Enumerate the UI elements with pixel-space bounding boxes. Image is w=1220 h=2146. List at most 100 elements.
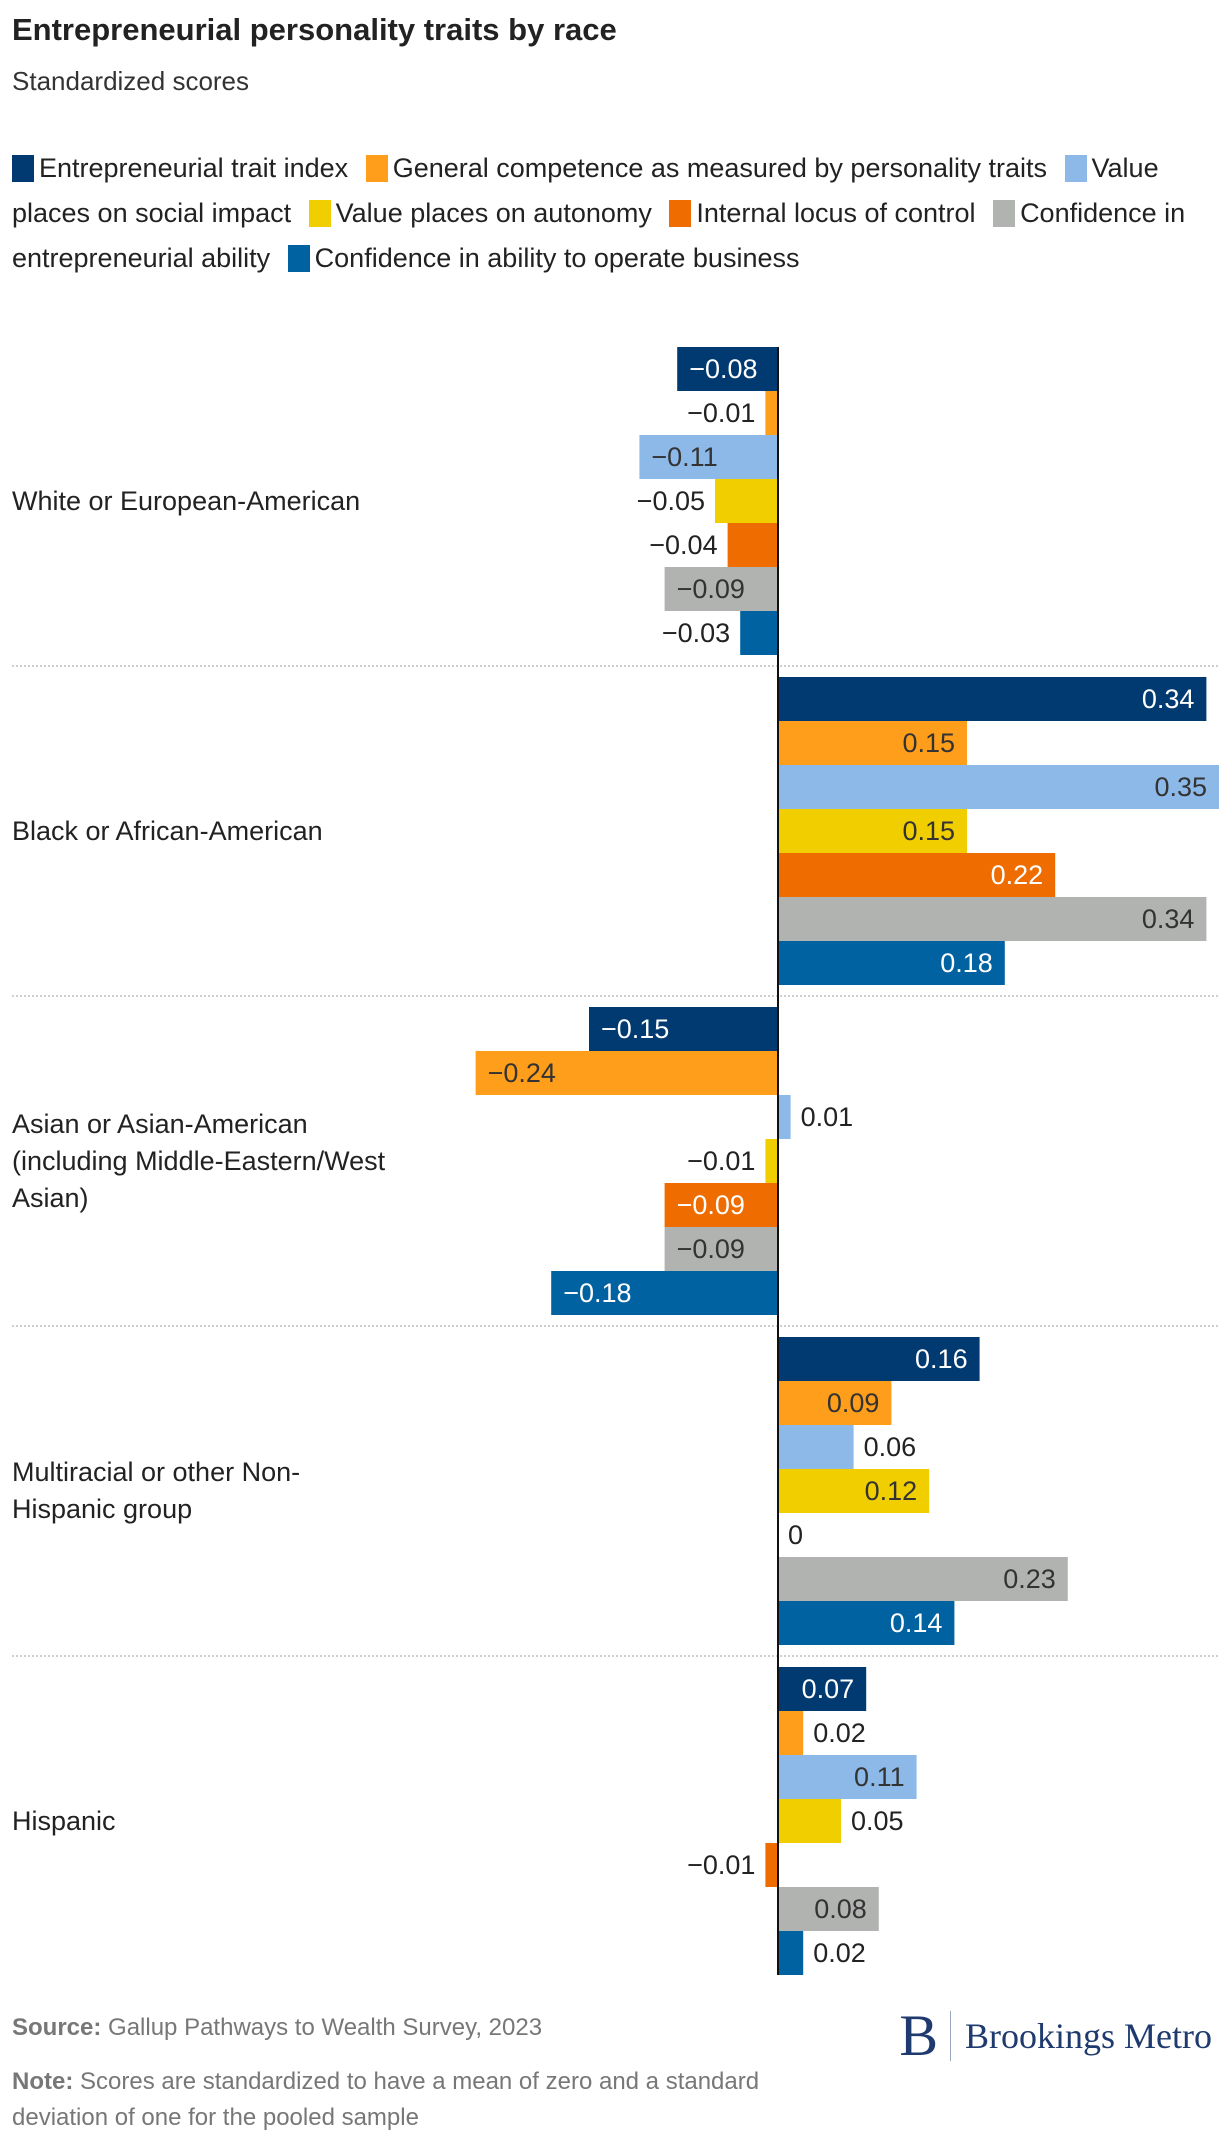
data-label: −0.09 [677, 1190, 745, 1220]
data-label: 0.07 [802, 1674, 855, 1704]
bar [765, 391, 778, 435]
bar [778, 1711, 804, 1755]
data-label: −0.08 [689, 354, 757, 384]
legend-swatch [287, 245, 310, 272]
data-label: −0.09 [677, 1234, 745, 1264]
data-label: 0 [788, 1520, 803, 1550]
legend-item: Confidence in ability to operate busines… [287, 243, 800, 273]
group-label-line: Asian) [12, 1182, 89, 1213]
note-label: Note: [12, 2068, 74, 2095]
data-label: 0.09 [827, 1388, 880, 1418]
bar [778, 1931, 804, 1975]
logo-letter: B [899, 2003, 938, 2068]
bar [778, 677, 1207, 721]
logo-name: Brookings Metro [965, 2016, 1212, 2056]
legend-swatch [365, 155, 388, 182]
legend-item: Value places on social impact [12, 153, 1159, 228]
data-label: −0.03 [662, 618, 730, 648]
group-label: Black or African-American [12, 813, 323, 850]
source-label: Source: [12, 2014, 102, 2041]
group-label-line: White or European-American [12, 485, 361, 516]
group-label: White or European-American [12, 483, 360, 520]
data-label: 0.02 [813, 1718, 866, 1748]
data-label: −0.04 [649, 530, 717, 560]
data-label: 0.16 [915, 1344, 968, 1374]
bar [639, 435, 778, 479]
legend-label: Entrepreneurial trait index [39, 153, 349, 183]
data-label: −0.18 [563, 1278, 631, 1308]
bar [778, 1601, 955, 1645]
bar [778, 897, 1207, 941]
legend-item: Entrepreneurial trait index [12, 153, 348, 183]
bar [475, 1051, 778, 1095]
bar [551, 1271, 778, 1315]
legend-item: Confidence in entrepreneurial ability [12, 198, 1185, 273]
source-text: Gallup Pathways to Wealth Survey, 2023 [108, 2014, 543, 2041]
data-label: 0.06 [864, 1432, 917, 1462]
bar [778, 1755, 917, 1799]
legend: Entrepreneurial trait index General comp… [12, 146, 1207, 281]
legend-label: Confidence in ability to operate busines… [314, 243, 800, 273]
data-label: 0.15 [902, 816, 955, 846]
data-label: −0.01 [687, 398, 755, 428]
bar [778, 1557, 1068, 1601]
group-label: Hispanic [12, 1803, 116, 1840]
bar [765, 1843, 778, 1887]
data-label: 0.12 [865, 1476, 918, 1506]
data-label: 0.14 [890, 1608, 943, 1638]
bar [778, 1095, 791, 1139]
bar [715, 479, 778, 523]
bar [778, 1337, 980, 1381]
chart-title: Entrepreneurial personality traits by ra… [12, 12, 617, 47]
legend-swatch [12, 155, 34, 182]
data-label: −0.05 [637, 486, 705, 516]
bar [740, 611, 778, 655]
data-label: 0.05 [851, 1806, 904, 1836]
bar [727, 523, 778, 567]
legend-item: Value places on autonomy [308, 198, 652, 228]
bar [778, 1425, 854, 1469]
data-label: 0.01 [801, 1102, 854, 1132]
data-label: −0.11 [651, 442, 717, 472]
bar [589, 1007, 778, 1051]
data-label: −0.01 [687, 1850, 755, 1880]
group-label-line: Black or African-American [12, 815, 323, 846]
bar [778, 1381, 892, 1425]
logo-divider [950, 2011, 951, 2061]
legend-item: General competence as measured by person… [365, 153, 1048, 183]
bar [778, 853, 1056, 897]
note-text: Scores are standardized to have a mean o… [12, 2068, 760, 2131]
data-label: −0.24 [488, 1058, 556, 1088]
bar [778, 721, 967, 765]
bar [778, 1667, 867, 1711]
legend-label: Confidence in entrepreneurial ability [12, 198, 1186, 273]
data-label: 0.18 [940, 948, 993, 978]
group-label-line: Hispanic [12, 1805, 116, 1836]
group-label-line: Hispanic group [12, 1494, 193, 1524]
bar [778, 765, 1219, 809]
data-label: −0.09 [677, 574, 745, 604]
legend-label: Value places on autonomy [335, 198, 652, 228]
bar [778, 1799, 841, 1843]
group-label: Multiracial or other Non- Hispanic group [12, 1454, 300, 1528]
legend-swatch [1064, 155, 1087, 182]
data-label: 0.23 [1003, 1564, 1056, 1594]
brookings-metro-logo: B Brookings Metro [899, 2003, 1212, 2068]
legend-swatch [669, 200, 692, 227]
data-label: 0.35 [1154, 772, 1207, 802]
data-label: 0.02 [813, 1938, 866, 1968]
group-label: Asian or Asian-American (including Middle… [12, 1106, 385, 1217]
bar [778, 1887, 879, 1931]
bar [664, 1183, 778, 1227]
data-label: 0.11 [854, 1762, 905, 1792]
bar [677, 347, 778, 391]
note-line: Note: Scores are standardized to have a … [12, 2064, 812, 2136]
source-line: Source: Gallup Pathways to Wealth Survey… [12, 2014, 542, 2042]
chart-subtitle: Standardized scores [12, 66, 250, 96]
data-label: −0.01 [687, 1146, 755, 1176]
group-label-line: Asian or Asian-American [12, 1108, 308, 1139]
data-label: 0.34 [1142, 684, 1195, 714]
legend-label: General competence as measured by person… [392, 153, 1048, 183]
data-label: −0.15 [601, 1014, 669, 1044]
